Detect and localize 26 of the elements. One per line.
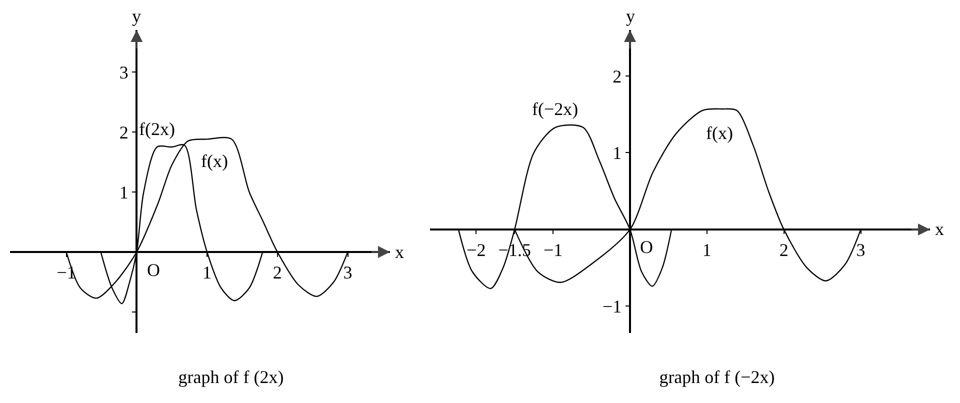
annotation: O [640,237,653,257]
y-tick-label: 1 [119,182,128,202]
y-tick-label: 2 [612,66,622,86]
series-label: f(−2x) [532,99,578,119]
x-tick-label: 2 [779,240,788,260]
x-tick-label: 1 [202,262,212,282]
y-axis-title: y [132,6,141,26]
x-tick-label: 3 [343,262,352,282]
series-label: f(x) [201,151,228,171]
x-tick-label: −1 [544,240,563,260]
y-tick-label: 1 [612,143,622,164]
x-tick-label: 2 [272,262,282,282]
x-axis-title: x [395,242,404,262]
series-label: f(x) [706,123,733,143]
text: graph of f (−2x) [659,366,775,387]
y-tick-label: −1 [602,296,622,316]
series-label: f(2x) [139,119,175,139]
y-tick-label: 2 [119,122,128,142]
y-tick-label: 3 [119,62,128,82]
x-tick-label: −2 [466,240,486,260]
x-tick-label: 1 [702,240,712,260]
x-tick-label: 3 [856,240,866,260]
annotation: O [147,260,160,280]
y-axis-title: y [626,6,635,26]
text: graph of f (2x) [178,366,284,387]
x-axis-title: x [935,219,944,239]
